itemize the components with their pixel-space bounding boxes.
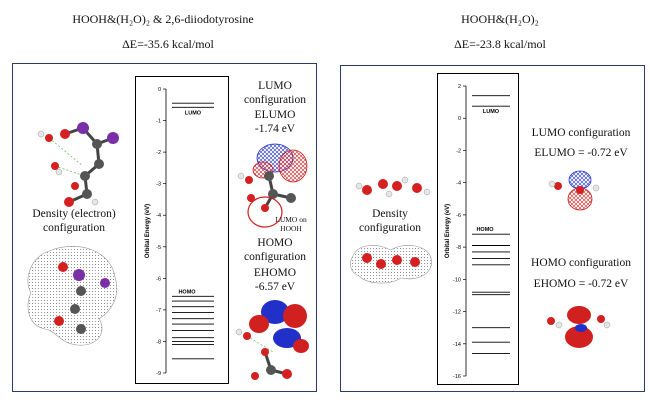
energy-tick-label: -14 — [453, 342, 461, 348]
right-density-surface — [350, 245, 432, 284]
energy-tick-label: -4 — [156, 213, 161, 219]
energy-tick-label: -3 — [156, 182, 161, 188]
left-homo-value: -6.57 eV — [254, 281, 296, 293]
left-molecule-structure — [37, 122, 119, 207]
left-homo-name: EHOMO — [253, 267, 297, 279]
right-density-label: Density configuration — [359, 208, 421, 234]
energy-tick-label: -10 — [453, 277, 461, 283]
right-lumo-config: LUMO configuration — [531, 127, 631, 139]
energy-tick-label: -4 — [456, 181, 461, 187]
energy-tick-label: -7 — [156, 308, 161, 314]
energy-tick-label: 0 — [158, 87, 161, 93]
left-density-label: Density (electron) configuration — [32, 208, 116, 234]
left-density-surface — [27, 246, 118, 346]
energy-tick-label: -8 — [456, 245, 461, 251]
left-lumo-orbital — [237, 143, 308, 228]
lumo-level-label: LUMO — [185, 110, 202, 116]
left-delta-e: ΔE=-35.6 kcal/mol — [122, 37, 214, 51]
right-homo-config: HOMO configuration — [531, 257, 631, 269]
right-homo-label: EHOMO = -0.72 eV — [533, 278, 629, 290]
left-title: HOOH&(H₂O)₂ & 2,6-diiodotyrosine — [72, 12, 254, 26]
energy-tick-label: -8 — [156, 339, 161, 345]
left-lumo-config: LUMO configuration — [244, 80, 306, 106]
homo-level-label: HOMO — [178, 289, 196, 295]
right-molecule-structure — [355, 176, 431, 198]
energy-axis-label: Orbital Energy (eV) — [445, 204, 451, 258]
energy-tick-label: 2 — [458, 84, 461, 90]
left-lumo-name: ELUMO — [254, 109, 296, 121]
right-lumo-label: ELUMO = -0.72 eV — [534, 147, 628, 159]
energy-tick-label: -6 — [156, 276, 161, 282]
right-lumo-orbital — [548, 170, 600, 211]
right-homo-orbital — [547, 306, 611, 348]
left-energy-chart: 0 -1 -2 -3 -4 -5 -6 -7 -8 -9 Orbital Energy (eV) LU… — [135, 76, 229, 384]
left-lumo-annotation: LUMO on HOOH — [275, 215, 307, 233]
energy-tick-label: -12 — [453, 310, 461, 316]
energy-tick-label: -2 — [456, 148, 461, 154]
left-panel: Density (electron) configuration 0 -1 -2 -3… — [12, 63, 317, 392]
left-homo-config: HOMO configuration — [244, 237, 306, 263]
left-lumo-value: -1.74 eV — [254, 123, 296, 135]
right-energy-chart: 2 0 -2 -4 -6 -8 -10 -12 -14 -16 Orbital Energy (eV… — [437, 73, 519, 385]
energy-tick-label: 0 — [458, 116, 461, 122]
energy-tick-label: -5 — [156, 245, 161, 251]
energy-tick-label: -6 — [456, 213, 461, 219]
left-homo-orbital — [235, 300, 309, 380]
energy-tick-label: -2 — [156, 150, 161, 156]
right-title: HOOH&(H₂O)₂ — [461, 12, 539, 26]
energy-tick-label: -1 — [156, 119, 161, 125]
energy-tick-label: -9 — [156, 371, 161, 377]
right-panel: Density configuration 2 0 -2 -4 -6 -8 -10 -12 -1… — [340, 65, 645, 392]
energy-axis-label: Orbital Energy (eV) — [145, 204, 151, 258]
energy-tick-label: -16 — [453, 374, 461, 380]
right-delta-e: ΔE=-23.8 kcal/mol — [454, 37, 546, 51]
homo-level-label: HOMO — [476, 227, 494, 233]
lumo-level-label: LUMO — [483, 109, 500, 115]
